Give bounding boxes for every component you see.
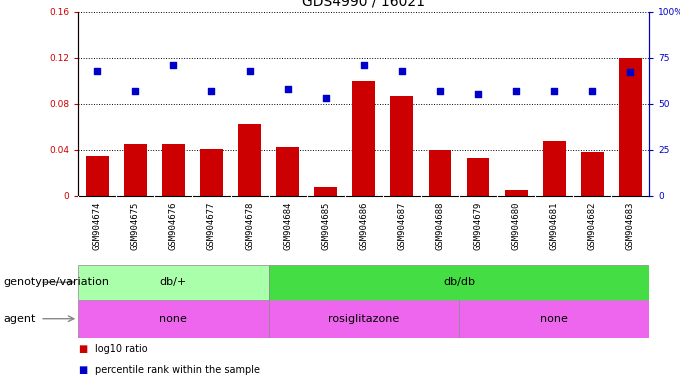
Bar (86, 156, 109, 196)
Text: percentile rank within the sample: percentile rank within the sample (95, 365, 260, 375)
Text: none: none (541, 314, 568, 324)
Point (244, 68, 255, 74)
Bar (428, 150, 452, 196)
Bar (581, 152, 604, 196)
Bar (543, 141, 566, 196)
Bar (162, 144, 185, 196)
Point (625, 69, 636, 75)
Point (358, 62, 369, 68)
Text: GSM904684: GSM904684 (283, 201, 292, 250)
Text: db/db: db/db (443, 277, 475, 287)
Point (435, 88, 445, 94)
Point (282, 86, 293, 92)
Bar (276, 147, 299, 196)
Point (396, 68, 407, 74)
Bar (352, 81, 375, 196)
Text: GSM904688: GSM904688 (435, 201, 445, 250)
Text: GSM904674: GSM904674 (92, 201, 102, 250)
Bar (200, 149, 223, 196)
Text: GSM904682: GSM904682 (588, 201, 597, 250)
Text: log10 ratio: log10 ratio (95, 344, 148, 354)
Text: db/+: db/+ (160, 277, 187, 287)
Point (92, 68, 103, 74)
Text: ■: ■ (78, 365, 88, 375)
Bar (269, 265, 649, 300)
Bar (124, 144, 147, 196)
Point (549, 88, 560, 94)
Text: GSM904676: GSM904676 (169, 201, 178, 250)
Point (320, 95, 331, 101)
Text: GSM904681: GSM904681 (549, 201, 559, 250)
Bar (78, 265, 269, 300)
Text: GSM904687: GSM904687 (397, 201, 407, 250)
Title: GDS4990 / 16021: GDS4990 / 16021 (303, 0, 425, 9)
Text: GSM904675: GSM904675 (131, 201, 140, 250)
Text: none: none (160, 314, 187, 324)
Point (206, 88, 217, 94)
Text: ■: ■ (78, 344, 88, 354)
Bar (269, 300, 459, 338)
Text: rosiglitazone: rosiglitazone (328, 314, 399, 324)
Text: GSM904678: GSM904678 (245, 201, 254, 250)
Text: GSM904680: GSM904680 (511, 201, 521, 250)
Bar (619, 58, 642, 196)
Text: GSM904685: GSM904685 (321, 201, 330, 250)
Text: GSM904679: GSM904679 (473, 201, 483, 250)
Bar (238, 124, 261, 196)
Text: GSM904686: GSM904686 (359, 201, 369, 250)
Text: agent: agent (3, 314, 36, 324)
Bar (459, 300, 649, 338)
Point (473, 91, 483, 98)
Bar (505, 190, 528, 196)
Bar (390, 96, 413, 196)
Bar (78, 300, 269, 338)
Text: GSM904677: GSM904677 (207, 201, 216, 250)
Text: GSM904683: GSM904683 (626, 201, 635, 250)
Point (168, 62, 179, 68)
Bar (466, 158, 490, 196)
Point (587, 88, 598, 94)
Point (511, 88, 522, 94)
Bar (314, 187, 337, 196)
Point (130, 88, 141, 94)
Text: genotype/variation: genotype/variation (3, 277, 109, 287)
